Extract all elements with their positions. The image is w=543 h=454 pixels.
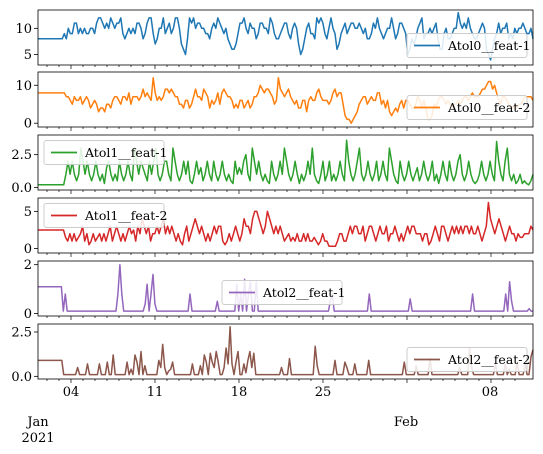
y-tick-label-2-0: 0 [24, 117, 32, 132]
panel-frame-6 [37, 323, 534, 380]
x-tick-label-jan25: 25 [315, 385, 332, 400]
y-tick-label-1-1: 10 [15, 22, 32, 37]
y-tick-label-6-0: 0.0 [11, 370, 32, 385]
legend-label-5: Atol2__feat-1 [262, 285, 345, 300]
legend-box-5 [221, 280, 343, 305]
x-year-label-2021: 2021 [21, 431, 54, 446]
panel-4: 0 5 Atol1__feat-2 [24, 197, 534, 257]
y-tick-label-3-0: 0.0 [11, 181, 32, 196]
panel-frame-1 [37, 9, 534, 66]
x-month-label-feb: Feb [394, 415, 418, 430]
legend-box-6 [406, 347, 528, 372]
series-line-6 [38, 325, 534, 376]
legend-box-4 [43, 203, 165, 228]
panel-6: 0.0 2.5 Atol2__feat-2 [11, 323, 534, 385]
x-month-label-jan: Jan [25, 415, 49, 430]
panel-5: 0 2 Atol2__feat-1 [24, 258, 534, 322]
y-tick-label-2-1: 10 [15, 79, 32, 94]
series-line-4 [38, 201, 534, 248]
panel-1: 5 10 Atol0__feat-1 [15, 9, 534, 69]
panel-frame-3 [37, 134, 534, 191]
legend-box-1 [406, 33, 528, 58]
panel-frame-5 [37, 260, 534, 317]
legend-label-3: Atol1__feat-1 [84, 145, 167, 160]
x-tick-label-jan11: 11 [147, 385, 164, 400]
y-tick-label-4-1: 5 [24, 205, 32, 220]
shared-x-axis: 04 11 18 25 08 Jan 2021 Feb [21, 385, 498, 446]
x-tick-label-jan18: 18 [231, 385, 248, 400]
x-tick-label-jan04: 04 [63, 385, 80, 400]
y-tick-label-4-0: 0 [24, 242, 32, 257]
panel-2: 0 10 Atol0__feat-2 [15, 71, 534, 132]
y-tick-label-3-1: 2.5 [11, 148, 32, 163]
x-tick-label-feb08: 08 [482, 385, 499, 400]
series-line-5 [38, 263, 533, 312]
panel-frame-2 [37, 71, 534, 128]
series-line-3 [38, 139, 534, 186]
chart-panels: 5 10 Atol0__feat-1 0 10 Atol0__feat-2 0.0 2.5 At… [11, 9, 534, 385]
y-tick-label-5-1: 2 [24, 258, 32, 273]
legend-box-3 [43, 140, 165, 165]
y-tick-label-6-1: 2.5 [11, 325, 32, 340]
legend-box-2 [406, 95, 528, 120]
panel-3: 0.0 2.5 Atol1__feat-1 [11, 134, 534, 196]
legend-label-1: Atol0__feat-1 [447, 38, 530, 53]
legend-label-6: Atol2__feat-2 [447, 352, 530, 367]
panel-frame-4 [37, 197, 534, 254]
legend-label-2: Atol0__feat-2 [447, 100, 530, 115]
y-tick-label-5-0: 0 [24, 307, 32, 322]
y-tick-label-1-0: 5 [24, 48, 32, 63]
legend-label-4: Atol1__feat-2 [84, 208, 167, 223]
